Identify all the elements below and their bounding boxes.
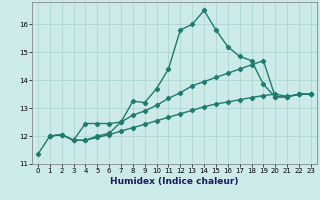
X-axis label: Humidex (Indice chaleur): Humidex (Indice chaleur) xyxy=(110,177,239,186)
